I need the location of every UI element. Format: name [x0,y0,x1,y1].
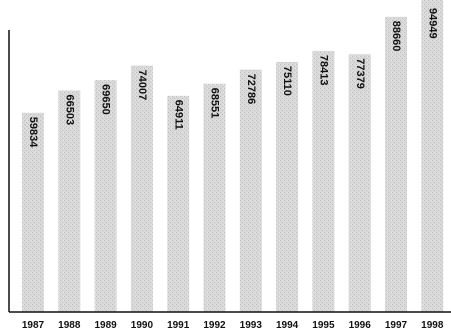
data-label-1996: 77379 [354,58,366,89]
bar-1989 [94,80,117,312]
data-label-1992: 68551 [209,88,221,119]
data-label-1990: 74007 [136,70,148,101]
x-tick-label-1995: 1995 [312,320,335,331]
x-tick-label-1997: 1997 [385,320,408,331]
bar-1998 [421,0,444,313]
bar-1994 [276,61,299,313]
bar-1996 [348,54,371,313]
data-label-1997: 88660 [390,21,402,52]
data-label-1989: 69650 [100,84,112,115]
x-tick-label-1991: 1991 [167,320,190,331]
x-tick-label-1987: 1987 [22,320,45,331]
x-tick-label-1992: 1992 [203,320,226,331]
bar-1997 [385,16,407,313]
x-tick-label-1988: 1988 [58,320,81,331]
bar-1987 [22,112,44,312]
bar-1992 [203,83,226,312]
data-label-1993: 72786 [245,74,257,105]
data-label-1995: 78413 [317,55,329,86]
data-label-1987: 59834 [27,117,39,148]
bar-1988 [58,90,81,312]
data-label-1988: 66503 [63,95,75,126]
x-tick-label-1990: 1990 [131,320,154,331]
bar-1993 [239,69,262,312]
data-label-1991: 64911 [172,100,184,130]
bar-1991 [167,95,190,312]
bar-1990 [130,65,153,312]
x-tick-label-1998: 1998 [421,320,444,331]
x-tick-label-1994: 1994 [276,320,299,331]
x-tick-label-1989: 1989 [94,320,117,331]
data-label-1998: 94949 [426,8,438,39]
data-label-1994: 75110 [281,66,293,96]
x-tick-label-1996: 1996 [349,320,372,331]
x-tick-label-1993: 1993 [240,320,263,331]
bar-1995 [312,50,335,313]
